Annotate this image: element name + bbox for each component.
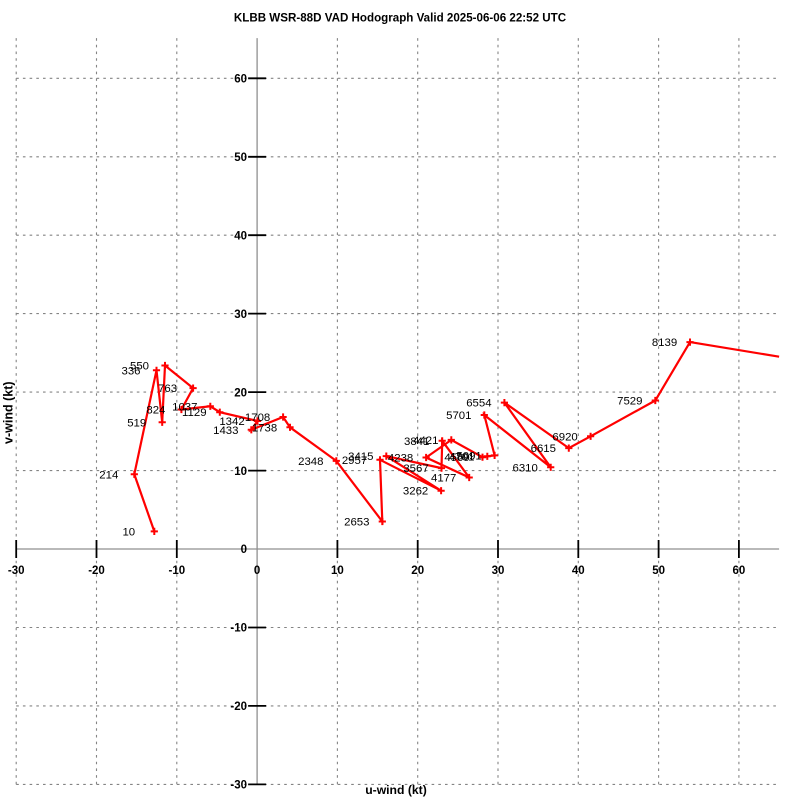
svg-text:1037: 1037 (172, 401, 197, 413)
svg-text:6310: 6310 (513, 462, 538, 474)
svg-text:0: 0 (241, 544, 247, 556)
svg-text:30: 30 (492, 565, 505, 577)
svg-text:2653: 2653 (344, 517, 369, 529)
svg-text:5701: 5701 (446, 410, 471, 422)
svg-text:-20: -20 (88, 565, 105, 577)
svg-text:-30: -30 (8, 565, 25, 577)
svg-text:10: 10 (331, 565, 344, 577)
svg-text:2957: 2957 (342, 455, 367, 467)
svg-text:v-wind (kt): v-wind (kt) (2, 381, 16, 444)
svg-text:10: 10 (122, 526, 135, 538)
svg-text:1738: 1738 (252, 422, 277, 434)
svg-text:4421: 4421 (413, 435, 438, 447)
svg-text:20: 20 (411, 565, 424, 577)
svg-text:KLBB WSR-88D VAD Hodograph Val: KLBB WSR-88D VAD Hodograph Valid 2025-06… (234, 12, 567, 25)
svg-text:3841: 3841 (404, 436, 429, 448)
svg-text:60: 60 (733, 565, 746, 577)
svg-text:6920: 6920 (552, 431, 577, 443)
svg-text:2348: 2348 (298, 456, 323, 468)
svg-text:1129: 1129 (182, 407, 207, 419)
svg-text:519: 519 (127, 417, 146, 429)
svg-text:u-wind (kt): u-wind (kt) (365, 783, 427, 797)
svg-text:3567: 3567 (403, 463, 428, 475)
svg-text:40: 40 (234, 230, 247, 242)
svg-text:1433: 1433 (213, 425, 238, 437)
svg-text:5091: 5091 (456, 450, 481, 462)
svg-text:3415: 3415 (348, 451, 373, 463)
svg-text:50: 50 (652, 565, 665, 577)
svg-text:-20: -20 (230, 701, 247, 713)
svg-text:1342: 1342 (219, 416, 244, 428)
svg-text:6554: 6554 (466, 398, 491, 410)
svg-text:60: 60 (234, 74, 247, 86)
svg-text:336: 336 (121, 365, 140, 377)
svg-text:824: 824 (146, 405, 165, 417)
svg-text:10: 10 (234, 466, 247, 478)
svg-text:20: 20 (234, 387, 247, 399)
svg-text:4238: 4238 (388, 453, 413, 465)
svg-text:-10: -10 (230, 623, 247, 635)
svg-text:763: 763 (158, 383, 177, 395)
svg-text:4701: 4701 (449, 451, 474, 463)
svg-text:3262: 3262 (403, 486, 428, 498)
svg-text:6615: 6615 (531, 443, 556, 455)
svg-text:1708: 1708 (245, 412, 270, 424)
svg-text:214: 214 (99, 469, 118, 481)
svg-text:0: 0 (254, 565, 260, 577)
svg-text:550: 550 (130, 361, 149, 373)
svg-text:7529: 7529 (617, 396, 642, 408)
svg-text:50: 50 (234, 152, 247, 164)
svg-text:40: 40 (572, 565, 585, 577)
svg-text:4177: 4177 (431, 473, 456, 485)
svg-text:-10: -10 (168, 565, 185, 577)
svg-text:-30: -30 (230, 780, 247, 792)
svg-text:30: 30 (234, 309, 247, 321)
svg-text:8139: 8139 (652, 337, 677, 349)
svg-text:4569: 4569 (444, 452, 469, 464)
